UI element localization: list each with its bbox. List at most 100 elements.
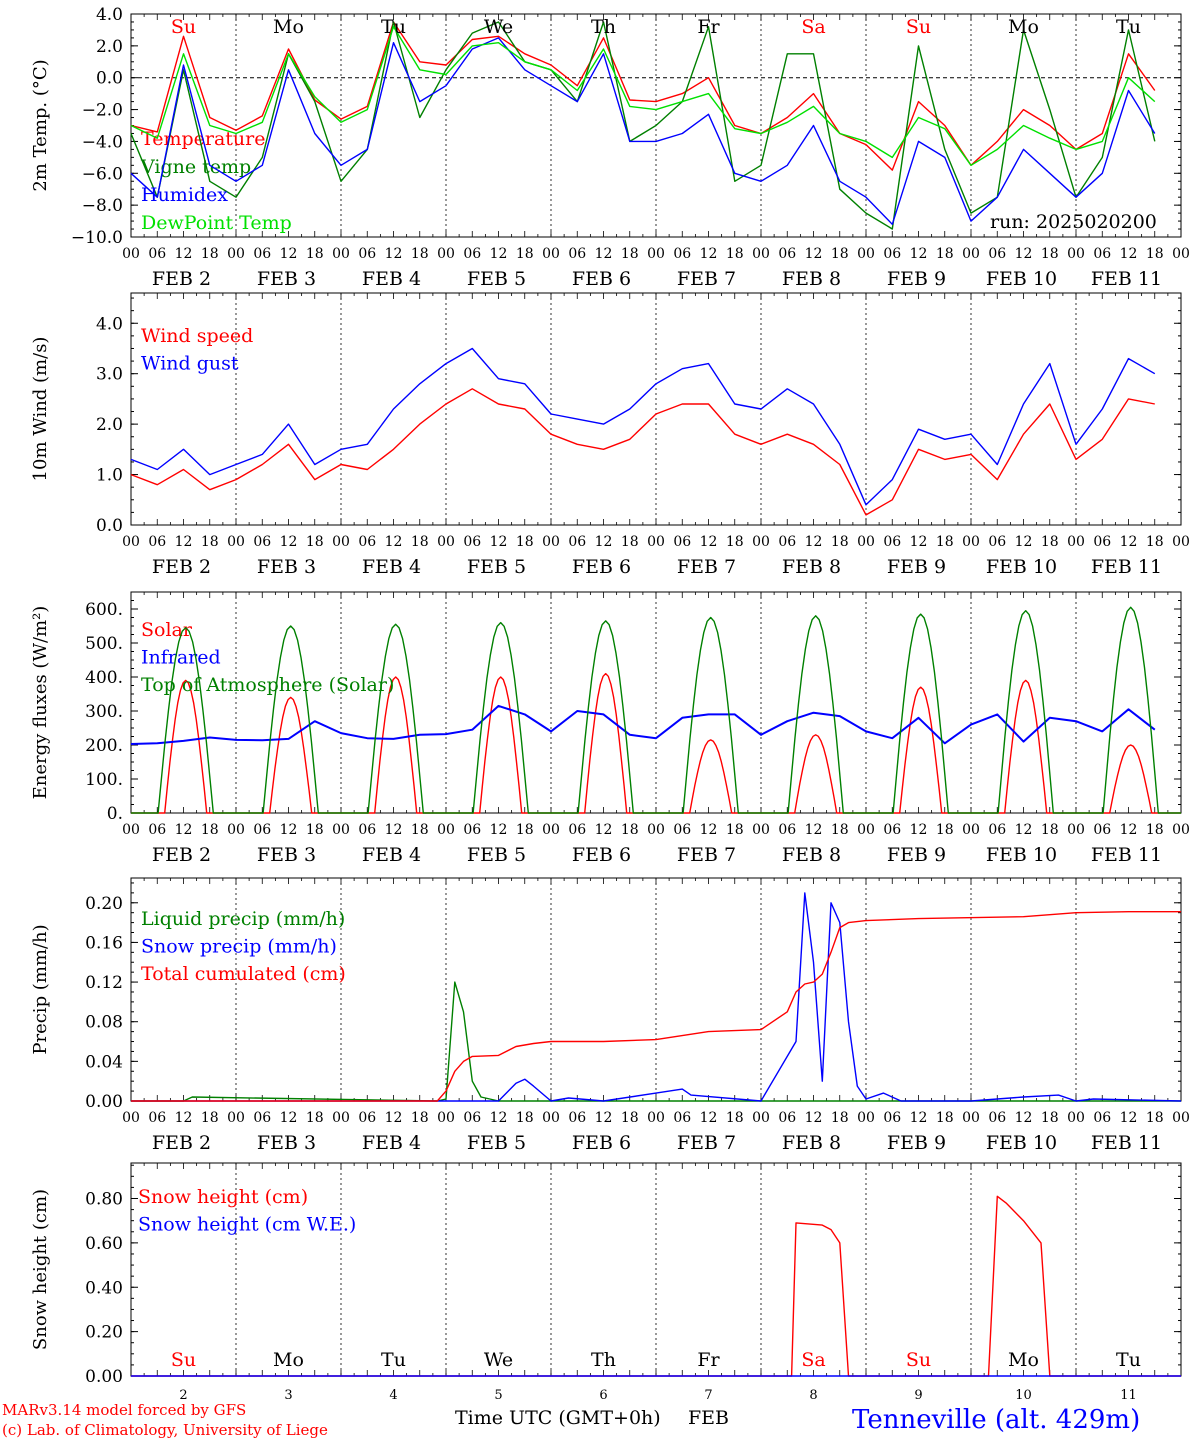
y-tick-label: 0.20: [85, 1323, 123, 1343]
hour-label: 06: [778, 534, 796, 550]
hour-label: 06: [148, 1110, 166, 1126]
y-tick-label: 4.0: [96, 314, 123, 334]
date-label: FEB 3: [257, 1132, 316, 1154]
date-label: FEB 11: [1091, 1132, 1162, 1154]
date-label: FEB 3: [257, 556, 316, 578]
hour-label: 06: [1093, 1110, 1111, 1126]
hour-label: 18: [306, 534, 324, 550]
hour-label: 06: [463, 1110, 481, 1126]
hour-label: 06: [1093, 822, 1111, 838]
hour-label: 00: [437, 246, 455, 262]
hour-label: 00: [542, 534, 560, 550]
date-label: FEB 7: [677, 268, 736, 290]
hour-label: 00: [752, 822, 770, 838]
hour-label: 00: [437, 822, 455, 838]
date-label: FEB 4: [362, 268, 421, 290]
hour-label: 06: [253, 822, 271, 838]
series-line-top-of-atmosphere-solar-: [131, 606, 1181, 814]
hour-label: 06: [1093, 246, 1111, 262]
hour-label: 06: [673, 822, 691, 838]
hour-label: 00: [122, 534, 140, 550]
hour-label: 12: [910, 1110, 928, 1126]
date-label: FEB 9: [887, 268, 946, 290]
hour-label: 06: [673, 1110, 691, 1126]
hour-label: 06: [358, 534, 376, 550]
weekday-label-top: We: [484, 16, 513, 38]
y-tick-label: 1.0: [96, 466, 123, 486]
hour-label: 12: [1120, 822, 1138, 838]
weekday-label-bottom: Mo: [273, 1349, 304, 1371]
hour-label: 12: [805, 822, 823, 838]
date-label: FEB 11: [1091, 556, 1162, 578]
date-label: FEB 6: [572, 556, 631, 578]
date-label: FEB 10: [986, 268, 1057, 290]
hour-label: 06: [883, 822, 901, 838]
hour-label: 00: [437, 534, 455, 550]
hour-label: 12: [490, 246, 508, 262]
lab-credit: (c) Lab. of Climatology, University of L…: [2, 1421, 328, 1439]
hour-label: 00: [752, 246, 770, 262]
hour-label: 00: [542, 1110, 560, 1126]
hour-label: 00: [542, 246, 560, 262]
hour-label: 18: [831, 246, 849, 262]
date-label: FEB 2: [152, 556, 211, 578]
date-label: FEB 8: [782, 1132, 841, 1154]
hour-label: 18: [201, 822, 219, 838]
hour-label: 06: [253, 1110, 271, 1126]
y-tick-label: 0.12: [85, 973, 123, 993]
hour-label: 18: [621, 246, 639, 262]
legend-entry: Infrared: [141, 647, 221, 669]
hour-label: 12: [385, 1110, 403, 1126]
hour-label: 00: [857, 246, 875, 262]
y-tick-label: 0.40: [85, 1278, 123, 1298]
hour-label: 12: [910, 534, 928, 550]
hour-label: 00: [857, 1110, 875, 1126]
series-line-vigne-temp: [130, 21, 1156, 230]
y-axis-label: Energy fluxes (W/m²): [30, 606, 51, 800]
hour-label: 00: [542, 822, 560, 838]
y-axis-label: 10m Wind (m/s): [30, 337, 51, 482]
date-label: FEB 7: [677, 1132, 736, 1154]
series-line-infrared: [130, 704, 1156, 745]
hour-label: 18: [411, 822, 429, 838]
y-tick-label: 600.: [85, 600, 123, 620]
hour-label: 00: [647, 246, 665, 262]
y-tick-label: 0.0: [96, 516, 123, 536]
hour-label: 18: [411, 246, 429, 262]
y-tick-label: 2.0: [96, 415, 123, 435]
hour-label: 18: [201, 1110, 219, 1126]
date-label: FEB 5: [467, 844, 526, 866]
date-label: FEB 5: [467, 268, 526, 290]
legend-entry: Wind gust: [141, 353, 239, 375]
hour-label: 00: [122, 1110, 140, 1126]
hour-label: 00: [1067, 246, 1085, 262]
hour-label: 12: [280, 822, 298, 838]
hour-label: 00: [1172, 1110, 1190, 1126]
weekday-label-top: Tu: [381, 16, 406, 38]
legend-entry: Vigne temp: [140, 156, 251, 178]
date-label: FEB 2: [152, 844, 211, 866]
legend-entry: Liquid precip (mm/h): [141, 908, 345, 930]
y-tick-label: 400.: [85, 668, 123, 688]
y-tick-label: 200.: [85, 736, 123, 756]
weekday-label-top: Tu: [1116, 16, 1141, 38]
hour-label: 12: [805, 1110, 823, 1126]
day-number: 2: [179, 1388, 187, 1403]
hour-label: 00: [227, 534, 245, 550]
hour-label: 06: [358, 1110, 376, 1126]
hour-label: 12: [280, 1110, 298, 1126]
hour-label: 18: [831, 534, 849, 550]
y-tick-label: 4.0: [96, 5, 123, 25]
hour-label: 12: [490, 534, 508, 550]
hour-label: 00: [647, 822, 665, 838]
hour-label: 00: [752, 1110, 770, 1126]
hour-label: 00: [227, 822, 245, 838]
hour-label: 18: [306, 822, 324, 838]
day-number: 8: [809, 1388, 817, 1403]
date-label: FEB 6: [572, 1132, 631, 1154]
hour-label: 06: [778, 822, 796, 838]
hour-label: 12: [1120, 246, 1138, 262]
hour-label: 00: [647, 1110, 665, 1126]
hour-label: 18: [936, 822, 954, 838]
model-credit: MARv3.14 model forced by GFS: [2, 1401, 246, 1419]
